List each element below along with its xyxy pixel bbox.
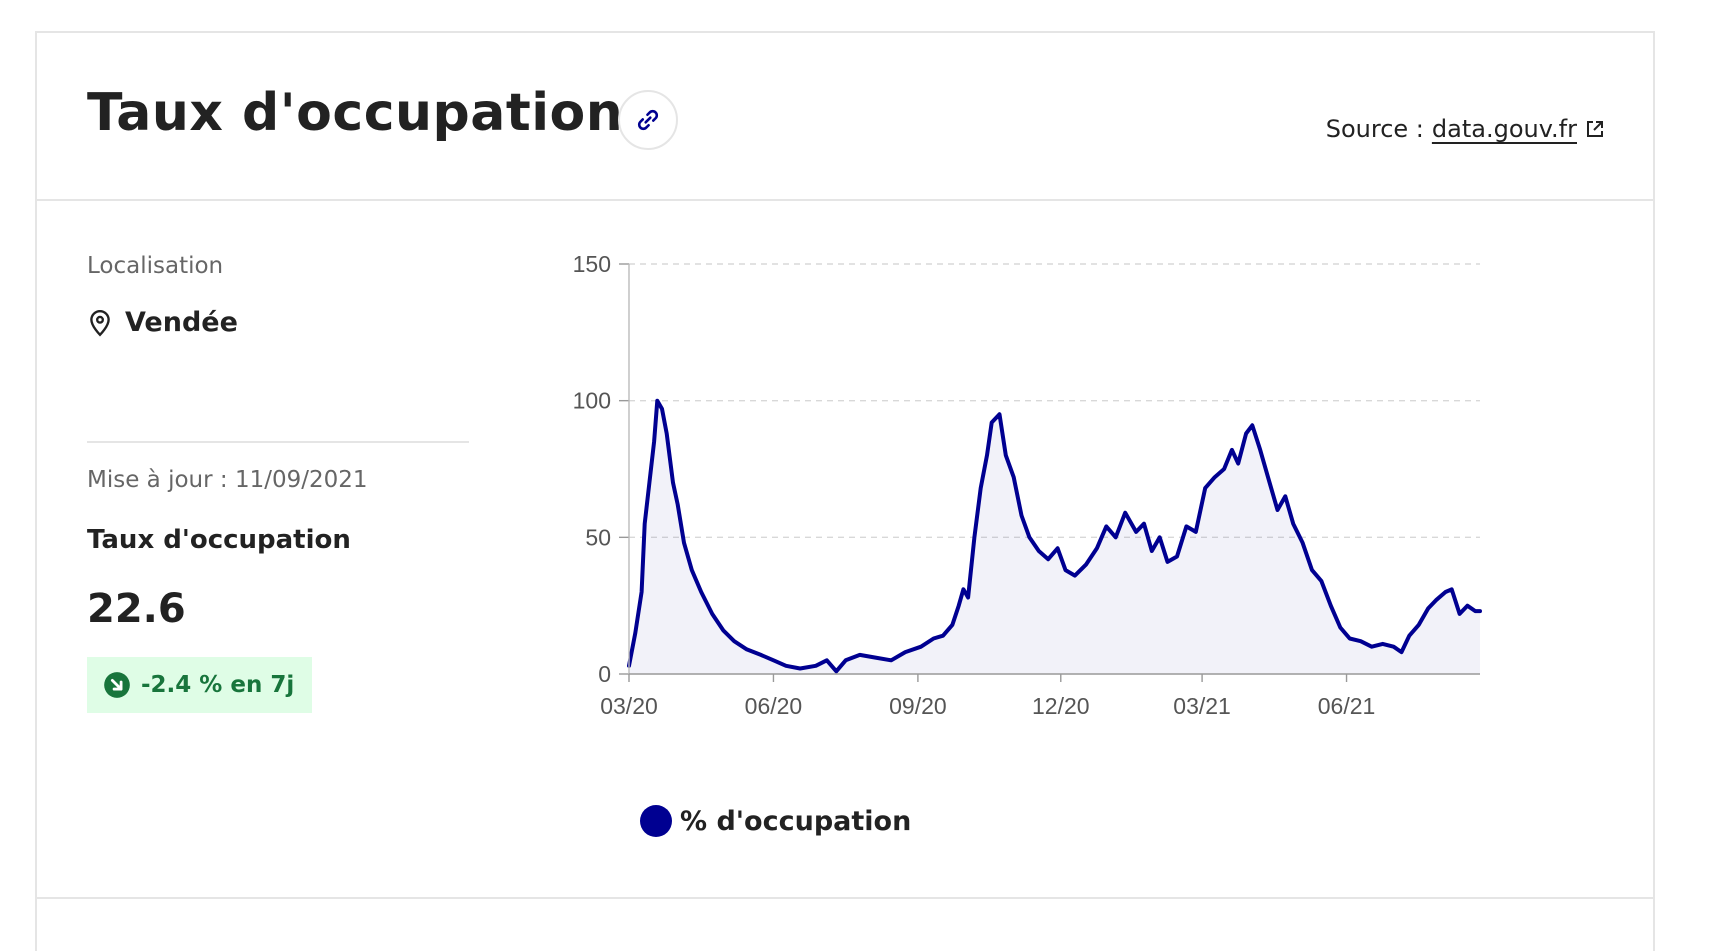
x-tick-label: 06/21 [1318, 693, 1376, 719]
location-value: Vendée [87, 307, 238, 338]
legend-label: % d'occupation [680, 805, 912, 837]
metric-value: 22.6 [87, 586, 186, 632]
source-attribution: Source : data.gouv.fr [1326, 115, 1605, 143]
x-tick-label: 12/20 [1032, 693, 1090, 719]
source-link[interactable]: data.gouv.fr [1431, 115, 1577, 143]
source-label: Source : [1325, 115, 1424, 143]
map-pin-icon [90, 309, 110, 337]
trend-badge: -2.4 % en 7j [87, 657, 313, 713]
copy-link-button[interactable] [618, 90, 678, 150]
occupancy-chart: 0 50 100 150 03/20 06/20 09/20 12/20 03/21 06/21 [573, 251, 1482, 719]
x-tick-label: 06/20 [745, 693, 803, 719]
y-tick-label: 50 [585, 524, 611, 550]
card-header: Taux d'occupation Source : data.gouv.fr [37, 33, 1653, 201]
section-divider [37, 897, 1653, 899]
external-link-icon [1587, 121, 1603, 137]
series-line [627, 398, 1482, 674]
occupancy-card: Taux d'occupation Source : data.gouv.fr … [35, 31, 1655, 951]
divider [87, 441, 469, 443]
page-title: Taux d'occupation [87, 83, 624, 143]
x-tick-label: 09/20 [889, 693, 947, 719]
trend-text: -2.4 % en 7j [141, 672, 295, 698]
arrow-down-right-icon [104, 672, 130, 698]
update-date: Mise à jour : 11/09/2021 [87, 467, 368, 493]
link-icon [637, 109, 659, 131]
legend-swatch [640, 805, 672, 837]
y-tick-label: 150 [573, 251, 611, 277]
location-name: Vendée [125, 307, 238, 338]
metric-name: Taux d'occupation [87, 525, 351, 555]
y-tick-label: 100 [573, 388, 611, 414]
series-area [629, 400, 1480, 674]
location-label: Localisation [87, 253, 224, 279]
x-tick-label: 03/20 [600, 693, 658, 719]
x-tick-label: 03/21 [1173, 693, 1231, 719]
chart-legend: % d'occupation [640, 805, 911, 837]
y-tick-label: 0 [598, 661, 611, 687]
